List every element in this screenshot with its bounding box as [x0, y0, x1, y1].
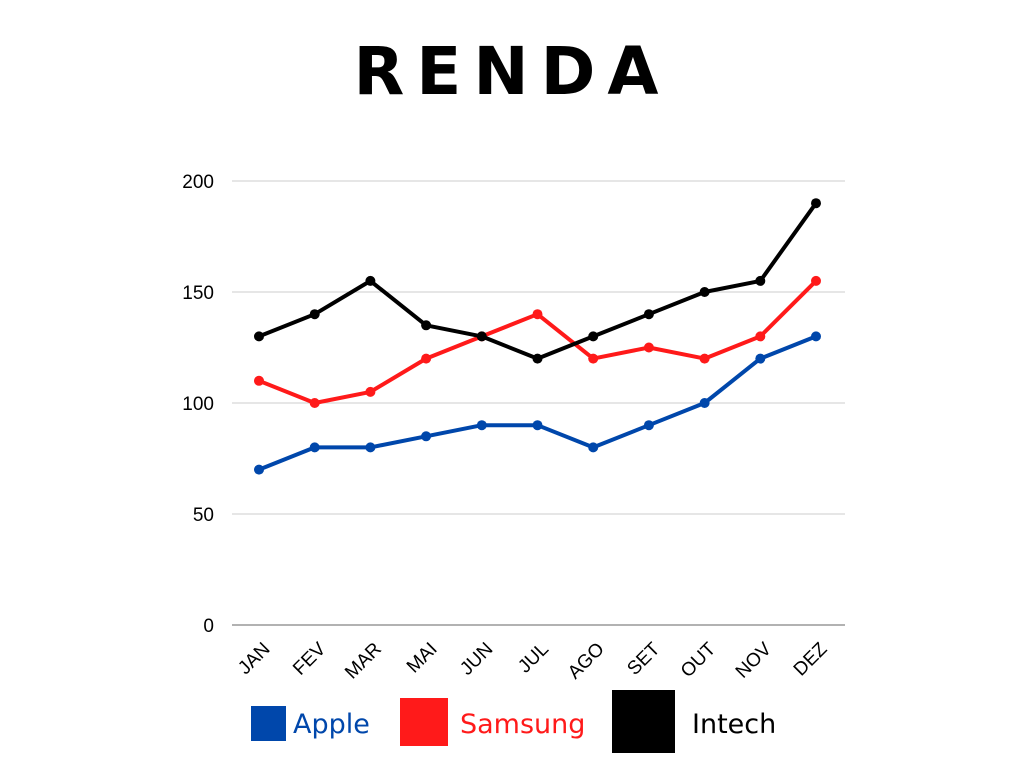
- data-point: [588, 442, 599, 453]
- data-point: [532, 353, 543, 364]
- data-point: [699, 287, 710, 297]
- data-point: [309, 398, 320, 408]
- y-tick-label: 0: [203, 616, 214, 637]
- data-point: [755, 353, 766, 364]
- legend-swatch: [612, 690, 675, 753]
- data-point: [811, 331, 821, 342]
- x-tick-label: SET: [623, 638, 664, 679]
- series-line: [257, 201, 818, 361]
- data-point: [532, 420, 543, 431]
- gridlines: [232, 180, 845, 626]
- series-intech: [254, 198, 821, 364]
- data-point: [755, 275, 766, 286]
- data-point: [365, 386, 376, 397]
- x-tick-label: DEZ: [790, 638, 832, 680]
- data-point: [699, 353, 710, 364]
- legend-swatch: [400, 698, 448, 746]
- data-point: [254, 331, 264, 342]
- x-tick-label: OUT: [677, 638, 720, 681]
- data-point: [643, 342, 654, 353]
- y-tick-label: 200: [182, 172, 214, 193]
- legend-label: Intech: [692, 709, 776, 740]
- legend-label: Samsung: [460, 709, 585, 740]
- data-point: [643, 309, 654, 320]
- x-tick-label: NOV: [732, 638, 776, 682]
- series-apple: [254, 331, 821, 475]
- series-lines: [254, 198, 821, 475]
- data-point: [811, 198, 821, 209]
- legend-item-intech: Intech: [612, 690, 776, 753]
- data-point: [365, 275, 376, 286]
- data-point: [588, 353, 599, 364]
- x-tick-label: FEV: [289, 638, 330, 679]
- x-tick-label: MAI: [403, 639, 442, 678]
- data-point: [254, 375, 264, 386]
- y-tick-label: 150: [182, 283, 214, 304]
- legend-item-apple: Apple: [251, 706, 370, 741]
- x-tick-label: MAR: [341, 639, 386, 684]
- data-point: [254, 464, 264, 475]
- data-point: [532, 309, 543, 320]
- data-point: [811, 275, 821, 286]
- data-point: [421, 353, 432, 364]
- legend: Apple Samsung Intech: [251, 690, 776, 753]
- data-point: [755, 331, 766, 342]
- series-samsung: [254, 275, 821, 408]
- data-point: [365, 442, 376, 453]
- data-point: [476, 331, 487, 342]
- data-point: [309, 442, 320, 453]
- x-tick-label: JAN: [234, 639, 274, 679]
- data-point: [309, 309, 320, 320]
- x-tick-label: JUN: [456, 639, 497, 680]
- y-tick-label: 50: [193, 505, 214, 526]
- data-point: [421, 320, 432, 331]
- legend-label: Apple: [293, 709, 370, 740]
- data-point: [588, 331, 599, 342]
- chart-title: RENDA: [353, 33, 670, 110]
- data-point: [421, 431, 432, 442]
- legend-swatch: [251, 706, 286, 741]
- legend-item-samsung: Samsung: [400, 698, 585, 746]
- data-point: [643, 420, 654, 431]
- y-axis-ticks: 0 50 100 150 200: [182, 172, 214, 637]
- x-tick-label: JUL: [514, 639, 553, 678]
- x-axis-ticks: JAN FEV MAR MAI JUN JUL AGO SET OUT NOV DEZ: [234, 638, 832, 683]
- data-point: [476, 420, 487, 431]
- y-tick-label: 100: [182, 394, 214, 415]
- x-tick-label: AGO: [564, 639, 609, 684]
- data-point: [699, 398, 710, 408]
